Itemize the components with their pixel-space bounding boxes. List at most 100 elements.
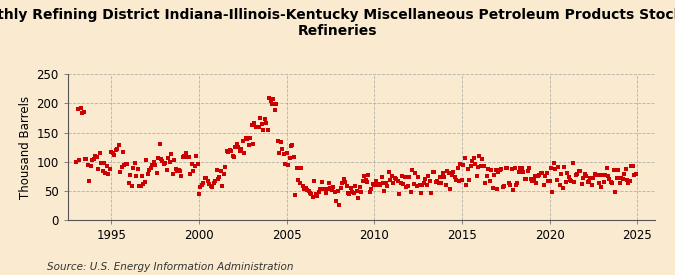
Point (550, 167, 561, 172)
Point (437, 171, 448, 175)
Point (389, 176, 400, 181)
Point (157, 158, 168, 163)
Point (117, 150, 128, 154)
Point (173, 168, 184, 172)
Point (195, 185, 206, 189)
Point (264, 96, 275, 100)
Point (504, 181, 514, 186)
Point (528, 178, 539, 183)
Point (230, 144, 241, 149)
Point (170, 167, 181, 172)
Point (612, 176, 622, 181)
Point (82, 163, 93, 167)
Point (628, 164, 639, 168)
Point (287, 143, 298, 147)
Point (86, 164, 97, 168)
Point (416, 191, 427, 195)
Point (379, 189, 390, 194)
Point (248, 142, 259, 147)
Point (407, 168, 418, 173)
Point (392, 178, 403, 183)
Point (480, 181, 491, 185)
Point (156, 157, 167, 161)
Point (302, 188, 313, 192)
Point (350, 184, 360, 188)
Point (448, 170, 458, 175)
Point (559, 165, 570, 169)
Point (556, 172, 566, 177)
Point (376, 175, 387, 179)
Point (309, 179, 320, 183)
Point (292, 166, 302, 170)
Point (110, 148, 121, 153)
Point (547, 189, 558, 194)
Point (551, 178, 562, 182)
Point (530, 174, 541, 178)
Point (411, 184, 422, 188)
Point (524, 166, 535, 170)
Point (598, 179, 609, 184)
Point (442, 169, 453, 174)
Point (514, 170, 524, 175)
Point (477, 157, 488, 161)
Point (317, 180, 327, 184)
Point (151, 171, 162, 175)
Point (545, 166, 556, 170)
Point (558, 186, 568, 190)
Point (580, 174, 591, 178)
Point (144, 167, 155, 172)
Point (176, 174, 187, 178)
Point (563, 175, 574, 179)
Point (141, 158, 152, 162)
Point (240, 136, 251, 141)
Point (119, 163, 130, 167)
Point (96, 161, 107, 165)
Point (461, 182, 472, 187)
Point (594, 181, 605, 185)
Point (192, 162, 203, 167)
Point (417, 183, 428, 187)
Point (347, 190, 358, 194)
Point (367, 182, 378, 186)
Point (288, 155, 299, 159)
Point (286, 144, 296, 148)
Point (225, 149, 236, 153)
Point (377, 181, 388, 186)
Point (113, 142, 124, 147)
Point (274, 151, 285, 155)
Point (340, 180, 350, 185)
Point (464, 177, 475, 182)
Point (205, 184, 216, 189)
Point (81, 157, 92, 161)
Text: Source: U.S. Energy Information Administration: Source: U.S. Energy Information Administ… (47, 262, 294, 272)
Point (471, 174, 482, 178)
Point (166, 152, 177, 156)
Point (116, 165, 127, 169)
Point (182, 155, 192, 159)
Point (186, 161, 197, 166)
Point (198, 181, 209, 185)
Point (421, 183, 432, 187)
Point (92, 167, 103, 171)
Point (383, 170, 394, 174)
Point (303, 189, 314, 193)
Point (238, 139, 248, 143)
Point (398, 182, 409, 186)
Point (519, 177, 530, 182)
Point (262, 128, 273, 132)
Point (338, 177, 349, 182)
Point (154, 142, 165, 147)
Point (623, 181, 634, 185)
Point (74, 158, 84, 163)
Point (232, 142, 242, 146)
Point (75, 106, 86, 111)
Point (613, 168, 624, 173)
Point (572, 172, 583, 176)
Y-axis label: Thousand Barrels: Thousand Barrels (19, 96, 32, 199)
Point (603, 174, 614, 178)
Point (354, 184, 365, 189)
Point (435, 174, 446, 179)
Point (161, 167, 172, 172)
Point (322, 187, 333, 192)
Point (171, 169, 182, 173)
